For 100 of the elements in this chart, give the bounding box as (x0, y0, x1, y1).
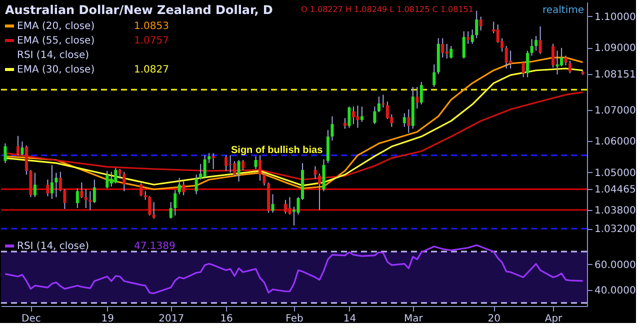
annotation: Sign of bullish bias (231, 145, 324, 156)
candlestick (470, 28, 474, 44)
x-tick-label: 14 (343, 314, 356, 324)
candlestick (356, 105, 360, 128)
candlestick (148, 196, 152, 216)
candlestick (140, 182, 143, 197)
candlestick (224, 154, 228, 172)
candlestick (402, 112, 406, 128)
candlestick (54, 172, 58, 198)
candlestick (377, 96, 380, 113)
candlestick (178, 177, 181, 195)
candlestick (314, 166, 317, 180)
candlestick (526, 50, 530, 78)
annotation: 1.0757 (134, 36, 169, 46)
candlestick (169, 202, 172, 220)
candlestick (16, 135, 20, 156)
candlestick (420, 81, 423, 105)
candlestick (88, 190, 92, 210)
candlestick (556, 50, 559, 75)
candlestick (441, 38, 444, 58)
candlestick (50, 164, 54, 200)
candlestick (194, 174, 198, 195)
candlestick (110, 171, 113, 187)
candlestick (152, 202, 156, 220)
annotation: 47.1389 (134, 241, 176, 252)
candlestick (432, 64, 436, 88)
y-tick-label: 1.06000 (594, 136, 636, 148)
y-tick-label: 1.08151 (594, 70, 636, 81)
annotation: RSI (14, close) (17, 50, 90, 61)
candlestick (242, 159, 245, 170)
candlestick (373, 106, 376, 125)
candlestick (538, 26, 542, 54)
candlestick (407, 108, 410, 134)
x-tick-label: Dec (22, 314, 41, 324)
candlestick (284, 199, 288, 214)
candlestick (330, 116, 334, 142)
annotation: 1.0853 (134, 21, 169, 32)
candlestick (462, 30, 466, 60)
candlestick (445, 43, 448, 60)
candlestick (509, 50, 512, 69)
candlestick (46, 179, 50, 197)
candlestick (4, 142, 7, 164)
candlestick (182, 180, 186, 196)
candlestick (76, 188, 79, 209)
candlestick (564, 55, 568, 66)
candlestick (33, 172, 36, 198)
candlestick (382, 94, 385, 108)
candlestick (80, 182, 84, 199)
candlestick (522, 61, 525, 78)
x-tick-label: Mar (404, 314, 424, 324)
candlestick (20, 141, 24, 156)
y-tick-label: 40.0000 (594, 286, 636, 297)
candlestick (208, 152, 211, 164)
candlestick (203, 154, 206, 178)
y-tick-label: 1.07000 (594, 106, 636, 117)
legend-label: EMA (55, close) (17, 36, 95, 46)
candlestick (262, 173, 266, 186)
candlestick (479, 16, 482, 31)
candlestick (318, 173, 321, 210)
candlestick (271, 194, 274, 214)
y-tick-label: 1.10000 (594, 12, 636, 23)
candlestick (114, 168, 118, 184)
candlestick (348, 106, 351, 128)
y-tick-label: 1.03200 (594, 224, 636, 236)
x-tick-label: 16 (220, 314, 233, 324)
legend-label: EMA (20, close) (17, 21, 95, 32)
candlestick (552, 43, 555, 68)
candlestick (475, 10, 478, 39)
candlestick (530, 38, 534, 56)
candlestick (199, 164, 202, 180)
candlestick (568, 60, 572, 74)
x-tick-label: Feb (286, 314, 304, 324)
candlestick (504, 46, 508, 69)
annotation: 1.0827 (134, 64, 169, 76)
candlestick (254, 156, 258, 170)
candlestick (174, 190, 177, 216)
y-tick-label: 1.09000 (594, 43, 636, 54)
candlestick (560, 47, 564, 67)
candlestick (258, 154, 262, 182)
candlestick (106, 170, 109, 189)
legend-label: RSI (14, close) (17, 241, 90, 252)
candlestick (288, 196, 292, 216)
annotation: realtime (542, 5, 584, 16)
candlestick (212, 152, 215, 170)
candlestick (118, 168, 122, 180)
chart-title: Australian Dollar/New Zealand Dollar, D (5, 3, 273, 17)
y-tick-label: 1.03800 (594, 205, 636, 216)
candlestick (122, 171, 126, 192)
candlestick (63, 188, 66, 210)
legend-label: EMA (30, close) (17, 64, 95, 76)
candlestick (343, 118, 346, 130)
annotation: O 1.08227 H 1.08249 L 1.08125 C 1.08151 (301, 5, 474, 14)
y-tick-label: 60.0000 (594, 260, 636, 271)
candlestick (386, 101, 389, 120)
candlestick (228, 154, 232, 174)
candlestick (84, 188, 88, 209)
x-tick-label: 20 (488, 314, 500, 324)
candlestick (360, 106, 364, 122)
candlestick (352, 106, 355, 125)
x-tick-label: 19 (101, 314, 114, 324)
